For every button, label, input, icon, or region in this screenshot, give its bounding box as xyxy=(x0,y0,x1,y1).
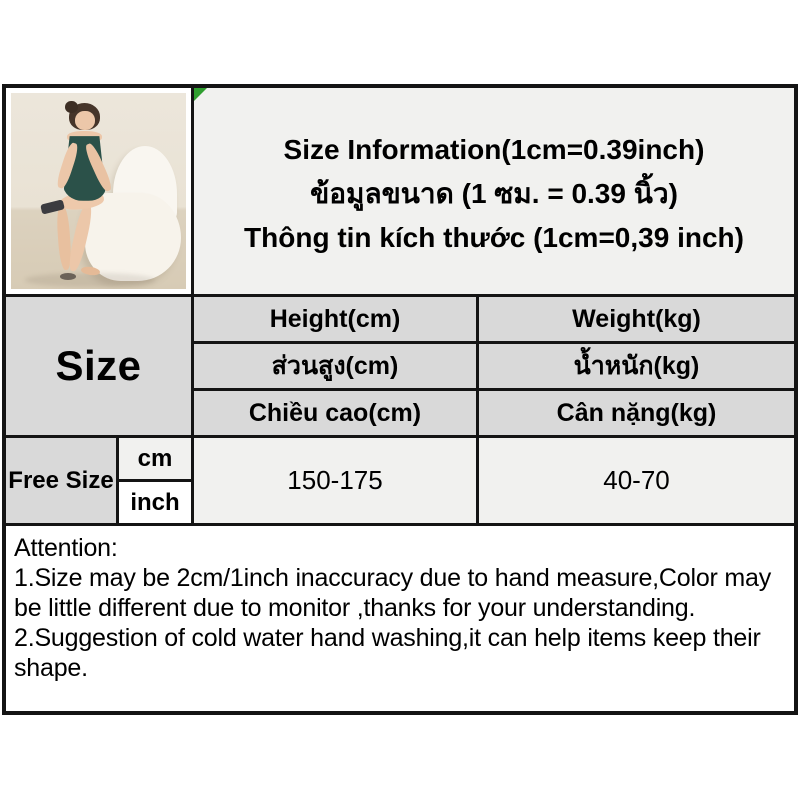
row-size-label: Free Size xyxy=(6,438,116,523)
weight-header-vi: Cân nặng(kg) xyxy=(479,391,794,435)
attention-note-2: 2.Suggestion of cold water hand washing,… xyxy=(14,624,761,682)
unit-inch-cell: inch xyxy=(119,482,191,523)
size-column-header: Size xyxy=(6,297,191,435)
green-corner-marker-icon xyxy=(194,88,207,101)
height-header-vi: Chiều cao(cm) xyxy=(194,391,476,435)
unit-cm-cell: cm xyxy=(119,438,191,479)
attention-section: Attention: 1.Size may be 2cm/1inch inacc… xyxy=(6,526,794,711)
product-photo xyxy=(11,93,186,289)
floor-shadow-shape xyxy=(25,273,155,288)
weight-header-en: Weight(kg) xyxy=(479,297,794,341)
weight-header-th: น้ำหนัก(kg) xyxy=(479,344,794,388)
attention-note-1: 1.Size may be 2cm/1inch inaccuracy due t… xyxy=(14,564,772,622)
model-face xyxy=(74,110,95,131)
chair-seat-shape xyxy=(84,192,181,282)
weight-range-value: 40-70 xyxy=(479,438,794,523)
model-hair-bun xyxy=(65,100,78,113)
title-block: Size Information(1cm=0.39inch) ข้อมูลขนา… xyxy=(194,88,794,294)
height-header-th: ส่วนสูง(cm) xyxy=(194,344,476,388)
title-english: Size Information(1cm=0.39inch) xyxy=(283,134,705,165)
model-slipper xyxy=(60,273,76,281)
height-range-value: 150-175 xyxy=(194,438,476,523)
attention-heading: Attention: xyxy=(14,534,118,562)
product-photo-cell xyxy=(6,88,191,294)
title-vietnamese: Thông tin kích thước (1cm=0,39 inch) xyxy=(244,222,744,253)
size-chart-table: Size Information(1cm=0.39inch) ข้อมูลขนา… xyxy=(2,84,798,715)
title-thai: ข้อมูลขนาด (1 ซม. = 0.39 นิ้ว) xyxy=(310,178,678,209)
height-header-en: Height(cm) xyxy=(194,297,476,341)
